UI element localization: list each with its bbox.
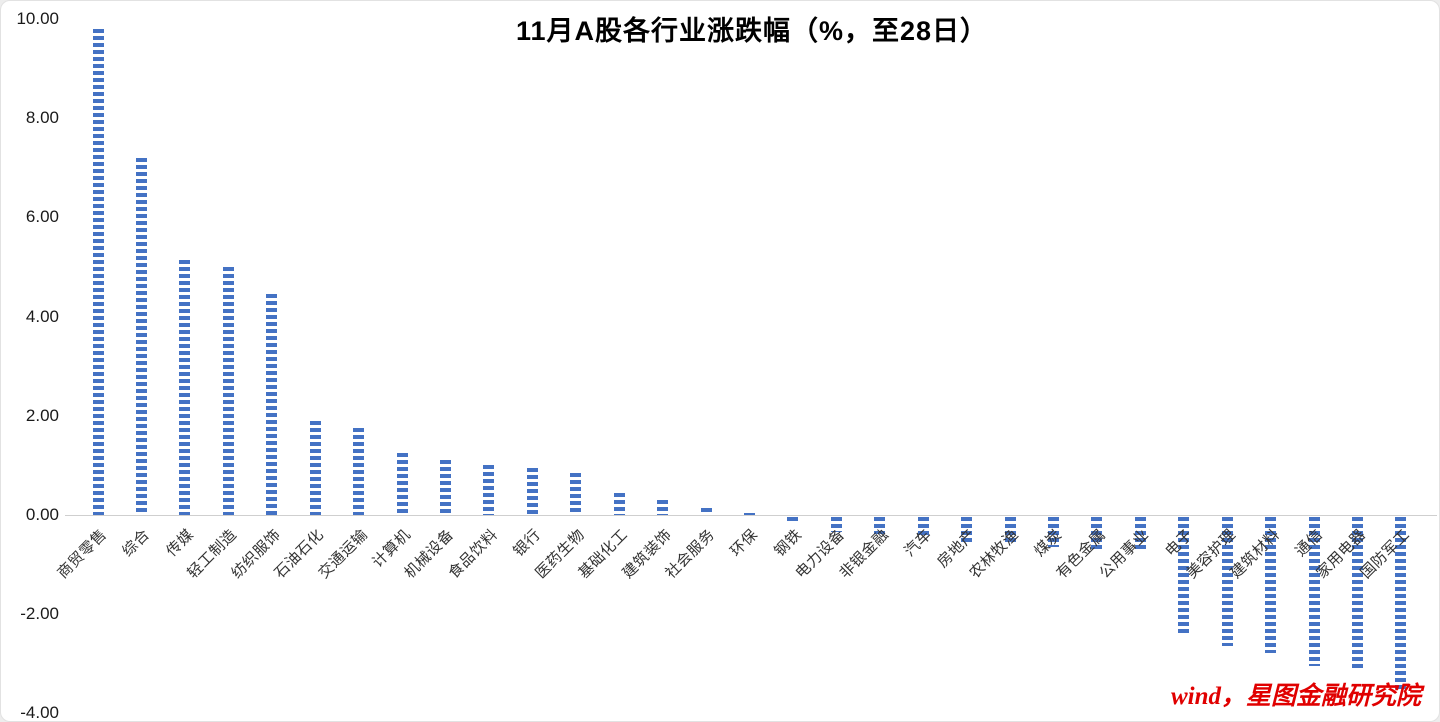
chart-bar [135,157,147,515]
chart-title: 11月A股各行业涨跌幅（%，至28日） [515,16,989,46]
chart-bar [1004,517,1016,545]
chart-bar [266,294,278,515]
chart-bar [961,517,973,542]
y-axis-tick-label: 10.00 [16,9,59,28]
chart-bar [179,259,191,515]
chart-bar [1395,517,1407,691]
chart-bar [830,517,842,532]
chart-bar [1351,517,1363,671]
chart-bar [396,453,408,515]
zero-axis-line [65,515,1437,516]
chart-bar [483,465,495,515]
chart-bar [526,467,538,515]
chart-bar [700,507,712,515]
chart-bar [570,472,582,515]
y-axis-tick-label: 0.00 [25,505,59,524]
y-axis-tick-label: 4.00 [25,306,59,326]
chart-bar [222,267,234,515]
chart-bar [309,420,321,515]
chart-bar [439,460,451,515]
chart-bar [874,517,886,535]
y-axis-tick-label: -4.00 [20,703,59,722]
y-axis-tick-label: -2.00 [20,604,59,624]
y-axis-tick-label: 2.00 [25,405,59,425]
chart-bar [1134,517,1146,552]
chart-bar [657,500,669,515]
chart-bar [787,517,799,522]
chart-bar [917,517,929,537]
chart-bar [613,492,625,515]
source-note: wind，星图金融研究院 [1170,683,1421,710]
y-axis-tick-label: 8.00 [25,108,59,128]
chart-bar [353,428,365,515]
chart-bar [1221,517,1233,646]
chart-bar [1265,517,1277,654]
y-axis-tick-label: 6.00 [25,207,59,227]
chart-bar [1091,517,1103,550]
chart-bar [1308,517,1320,666]
chart-bar [1178,517,1190,637]
chart-bar [743,512,755,515]
chart-bar [1047,517,1059,547]
chart-bar [92,28,104,515]
